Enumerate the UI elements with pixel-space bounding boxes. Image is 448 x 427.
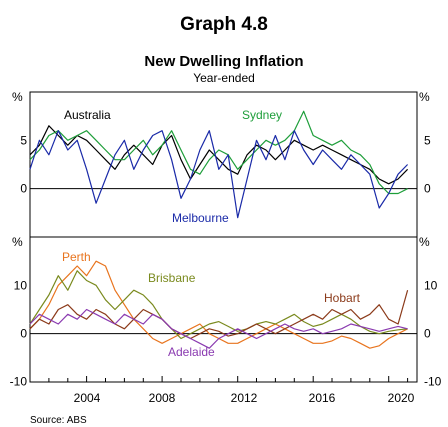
bottom-left-unit: % bbox=[12, 235, 23, 249]
top-left-ytick-0: 0 bbox=[20, 182, 27, 196]
series-line-brisbane bbox=[29, 270, 408, 340]
xtick-label-2012: 2012 bbox=[231, 391, 258, 405]
series-label-melbourne: Melbourne bbox=[172, 211, 229, 225]
top-right-unit: % bbox=[419, 90, 430, 104]
xtick-label-2004: 2004 bbox=[74, 391, 101, 405]
bottom-right-ytick-minus10: -10 bbox=[424, 375, 442, 389]
bottom-right-unit: % bbox=[419, 235, 430, 249]
bottom-left-ytick-minus10: -10 bbox=[10, 375, 28, 389]
chart-title: Graph 4.8 bbox=[180, 14, 268, 35]
source-note: Source: ABS bbox=[30, 415, 87, 426]
series-line-sydney bbox=[29, 110, 408, 195]
xtick-label-2020: 2020 bbox=[388, 391, 415, 405]
series-label-adelaide: Adelaide bbox=[168, 345, 215, 359]
series-label-hobart: Hobart bbox=[324, 291, 361, 305]
chart-subsubtitle: Year-ended bbox=[193, 71, 255, 85]
series-line-australia bbox=[29, 125, 409, 185]
series-label-perth: Perth bbox=[62, 250, 91, 264]
chart-subtitle: New Dwelling Inflation bbox=[144, 53, 303, 70]
bottom-panel-frame bbox=[29, 236, 418, 383]
x-axis-ticks bbox=[48, 376, 409, 382]
top-right-ytick-5: 5 bbox=[424, 134, 431, 148]
top-left-ytick-5: 5 bbox=[20, 134, 27, 148]
top-left-unit: % bbox=[12, 90, 23, 104]
bottom-right-ytick-0: 0 bbox=[424, 327, 431, 341]
bottom-left-ytick-10: 10 bbox=[14, 279, 28, 293]
series-label-sydney: Sydney bbox=[242, 108, 282, 122]
bottom-left-ytick-0: 0 bbox=[20, 327, 27, 341]
top-panel-series bbox=[29, 110, 409, 219]
xtick-label-2008: 2008 bbox=[149, 391, 176, 405]
series-label-brisbane: Brisbane bbox=[148, 271, 196, 285]
xtick-label-2016: 2016 bbox=[309, 391, 336, 405]
bottom-right-ytick-10: 10 bbox=[424, 279, 438, 293]
top-right-ytick-0: 0 bbox=[424, 182, 431, 196]
bottom-panel-series bbox=[29, 260, 409, 349]
series-label-australia: Australia bbox=[64, 108, 111, 122]
series-line-adelaide bbox=[29, 308, 408, 349]
series-line-melbourne bbox=[29, 130, 409, 219]
